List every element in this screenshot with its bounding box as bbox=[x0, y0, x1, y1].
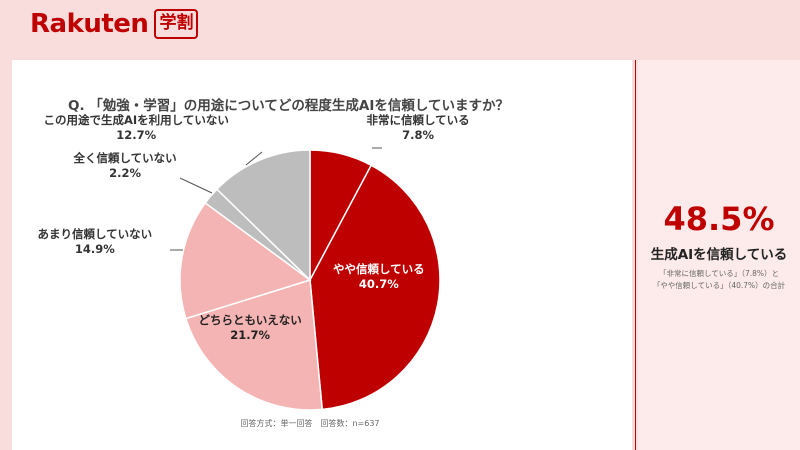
logo-badge: 学割 bbox=[154, 9, 199, 39]
slice-label-value: 12.7% bbox=[116, 128, 157, 142]
question-title: Q. 「勉強・学習」の用途についてどの程度生成AIを信頼していますか？ bbox=[68, 98, 509, 114]
summary-panel bbox=[638, 60, 800, 450]
slice-label-name: 非常に信頼している bbox=[366, 113, 470, 127]
slice-label-value: 2.2% bbox=[109, 166, 142, 180]
slice-label-3: どちらともいえない 21.7% bbox=[199, 313, 302, 343]
logo-wordmark: Rakuten bbox=[30, 9, 149, 39]
summary-note: 「非常に信頼している」（7.8%）と 「やや信頼している」（40.7%）の合計 bbox=[638, 268, 800, 292]
summary-note-line-2: 「やや信頼している」（40.7%）の合計 bbox=[652, 281, 786, 290]
slice-label-name: この用途で生成AIを利用していない bbox=[43, 113, 229, 127]
rakuten-gakuwari-logo[interactable]: Rakuten 学割 bbox=[30, 9, 199, 39]
leader-line-6 bbox=[245, 151, 263, 166]
pie-slice-6 bbox=[215, 149, 311, 282]
pie-slice-4 bbox=[179, 201, 312, 320]
leader-line-5 bbox=[179, 177, 213, 194]
panel-divider bbox=[635, 60, 636, 450]
survey-note: 回答方式：単一回答 回答数：n=637 bbox=[240, 419, 380, 428]
header: Rakuten 学割 bbox=[0, 0, 800, 60]
slice-label-5: 全く信頼していない 2.2% bbox=[74, 151, 177, 181]
slice-label-4: あまり信頼していない 14.9% bbox=[38, 227, 153, 257]
slice-label-1: 非常に信頼している 7.8% bbox=[367, 113, 470, 143]
summary-note-line-1: 「非常に信頼している」（7.8%）と bbox=[658, 269, 780, 278]
slice-label-value: 14.9% bbox=[74, 242, 115, 256]
slice-label-value: 40.7% bbox=[358, 277, 399, 291]
pie-slice-3 bbox=[184, 279, 324, 411]
summary-label: 生成AIを信頼している bbox=[650, 247, 788, 263]
summary-value: 48.5% bbox=[663, 200, 775, 238]
slice-label-name: やや信頼している bbox=[333, 262, 425, 276]
pie-slice-2 bbox=[309, 164, 441, 411]
slice-label-name: あまり信頼していない bbox=[37, 227, 153, 241]
slice-label-value: 21.7% bbox=[230, 328, 271, 342]
slice-label-value: 7.8% bbox=[402, 128, 435, 142]
slice-label-name: どちらともいえない bbox=[198, 313, 302, 327]
slice-label-2: やや信頼している 40.7% bbox=[333, 262, 425, 292]
slice-label-6: この用途で生成AIを利用していない 12.7% bbox=[44, 113, 229, 143]
slice-label-name: 全く信頼していない bbox=[73, 151, 177, 165]
